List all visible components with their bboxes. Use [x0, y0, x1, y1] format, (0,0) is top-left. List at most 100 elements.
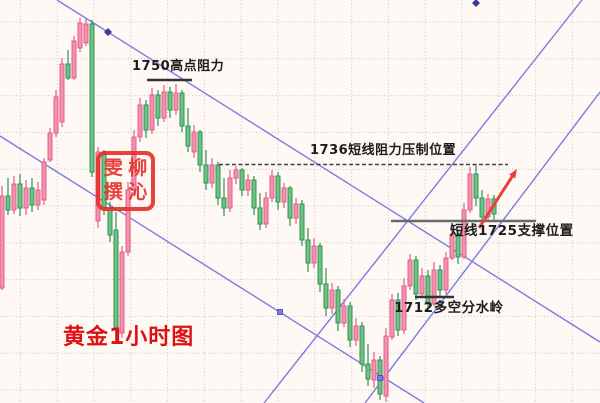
- ascending-trendline-left[interactable]: [263, 0, 583, 403]
- candle-bullish: [173, 92, 179, 111]
- candle-bullish: [125, 189, 131, 253]
- candle-bearish: [251, 179, 257, 209]
- annotation-1725-support: 短线1725支撑位置: [450, 223, 574, 239]
- candle-bullish: [407, 259, 413, 287]
- candle-bearish: [437, 269, 443, 291]
- candle-bearish: [473, 173, 479, 199]
- candle-bearish: [305, 239, 311, 264]
- candle-bullish: [269, 175, 275, 199]
- candle-bearish: [29, 187, 35, 206]
- candle-bearish: [143, 104, 149, 131]
- candle-bullish: [83, 23, 89, 44]
- candle-bearish: [479, 197, 485, 218]
- candle-bullish: [161, 91, 167, 119]
- candle-bearish: [287, 187, 293, 219]
- candle-bearish: [299, 203, 305, 241]
- candle-bearish: [275, 175, 281, 203]
- candle-bearish: [413, 259, 419, 295]
- candle-bullish: [443, 257, 449, 291]
- candle-bullish: [461, 209, 467, 258]
- candle-bullish: [233, 169, 239, 179]
- candle-bullish: [0, 195, 5, 289]
- candle-bullish: [263, 197, 269, 225]
- annotation-1736-resistance: 1736短线阻力压制位置: [310, 143, 457, 158]
- candle-bearish: [221, 197, 227, 209]
- candle-bearish: [347, 305, 353, 341]
- candle-bearish: [335, 289, 341, 324]
- arrow-head: [509, 169, 517, 179]
- candle-bullish: [341, 305, 347, 324]
- candle-bullish: [11, 183, 17, 211]
- candle-bullish: [71, 40, 77, 79]
- candle-bullish: [209, 164, 215, 184]
- candle-bearish: [107, 207, 113, 236]
- candle-bearish: [455, 233, 461, 258]
- candle-bullish: [119, 251, 125, 334]
- candle-bearish: [89, 23, 95, 173]
- candle-bullish: [311, 245, 317, 264]
- author-seal-stamp: 雯 柳 撰 沁: [96, 151, 155, 211]
- candle-bearish: [425, 275, 431, 305]
- candle-bullish: [47, 132, 53, 161]
- candle-bearish: [365, 363, 371, 380]
- candle-bearish: [359, 325, 365, 365]
- candle-bullish: [245, 179, 251, 191]
- candle-bullish: [53, 96, 59, 134]
- candle-bullish: [137, 104, 143, 138]
- candle-bearish: [185, 125, 191, 147]
- candle-bullish: [383, 335, 389, 397]
- ascending-trendline-right[interactable]: [364, 91, 600, 403]
- candle-bearish: [197, 131, 203, 166]
- candle-bearish: [257, 207, 263, 225]
- candle-bullish: [191, 131, 197, 153]
- candle-bearish: [323, 283, 329, 309]
- annotation-1750-high-resistance: 1750高点阻力: [132, 59, 225, 74]
- candle-bearish: [179, 92, 185, 127]
- seal-char-top-left: 雯: [103, 157, 123, 179]
- candle-bullish: [281, 187, 287, 203]
- candle-bearish: [395, 299, 401, 331]
- seal-char-top-right: 柳: [128, 157, 148, 179]
- candle-bullish: [23, 187, 29, 209]
- annotation-1712-watershed: 1712多空分水岭: [394, 300, 504, 316]
- trendline-anchor-square[interactable]: [377, 375, 383, 381]
- candle-bearish: [215, 164, 221, 199]
- candle-bearish: [317, 245, 323, 285]
- trendline-anchor-diamond[interactable]: [472, 0, 480, 7]
- candle-bullish: [401, 285, 407, 331]
- chart-title: 黄金1小时图: [63, 325, 195, 350]
- candle-bullish: [485, 198, 491, 218]
- candle-bullish: [449, 233, 455, 259]
- candle-bullish: [467, 173, 473, 211]
- bullish-projection-arrow[interactable]: [477, 172, 516, 229]
- trendline-anchor-square[interactable]: [277, 309, 283, 315]
- descending-trendline-lower[interactable]: [0, 135, 425, 403]
- candle-bullish: [419, 275, 425, 295]
- seal-char-bottom-right: 沁: [128, 181, 148, 203]
- candle-bearish: [155, 94, 161, 119]
- candle-bullish: [35, 189, 41, 206]
- candle-bullish: [77, 22, 83, 49]
- candle-bullish: [293, 203, 299, 219]
- candle-bearish: [239, 169, 245, 191]
- candle-bearish: [5, 195, 11, 211]
- candle-bearish: [167, 91, 173, 111]
- candle-bearish: [203, 164, 209, 184]
- candle-bullish: [389, 299, 395, 338]
- candle-bullish: [431, 269, 437, 305]
- candle-bullish: [371, 359, 377, 381]
- candle-bullish: [59, 63, 65, 123]
- candle-bullish: [353, 325, 359, 341]
- candle-bearish: [17, 183, 23, 209]
- seal-char-bottom-left: 撰: [103, 181, 123, 203]
- candle-bullish: [329, 289, 335, 309]
- trendline-anchor-diamond[interactable]: [104, 28, 112, 36]
- descending-trendline-upper[interactable]: [56, 0, 600, 343]
- candle-bearish: [65, 63, 71, 79]
- candle-bullish: [227, 177, 233, 209]
- candle-bearish: [113, 229, 119, 331]
- candle-bullish: [41, 161, 47, 201]
- candle-bullish: [149, 94, 155, 131]
